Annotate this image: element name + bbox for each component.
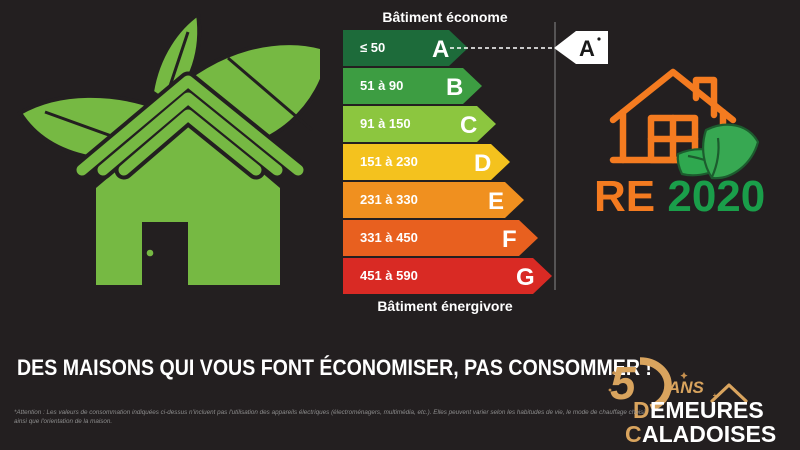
svg-text:E: E xyxy=(488,188,504,215)
svg-text:51 à 90: 51 à 90 xyxy=(360,78,403,93)
svg-text:ANS: ANS xyxy=(667,378,705,397)
svg-text:≤ 50: ≤ 50 xyxy=(360,40,385,55)
svg-text:A: A xyxy=(432,36,449,63)
svg-text:A: A xyxy=(579,36,595,61)
svg-text:451 à 590: 451 à 590 xyxy=(360,268,418,283)
svg-text:C: C xyxy=(460,112,477,139)
svg-text:ALADOISES: ALADOISES xyxy=(642,421,776,447)
svg-text:231 à 330: 231 à 330 xyxy=(360,192,418,207)
svg-text:G: G xyxy=(516,264,535,291)
svg-text:B: B xyxy=(446,74,463,101)
svg-text:F: F xyxy=(502,226,517,253)
svg-text:D: D xyxy=(474,150,491,177)
svg-text:331 à 450: 331 à 450 xyxy=(360,230,418,245)
svg-text:EMEURES: EMEURES xyxy=(650,397,764,423)
svg-text:151 à 230: 151 à 230 xyxy=(360,154,418,169)
svg-text:91 à 150: 91 à 150 xyxy=(360,116,411,131)
